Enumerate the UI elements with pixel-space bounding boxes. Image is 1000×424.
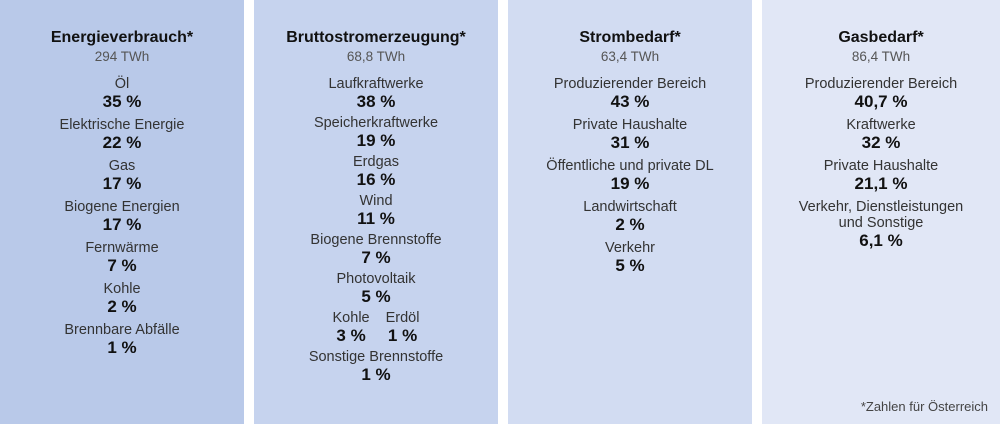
stat-item: Photovoltaik 5 % [254, 271, 498, 307]
stat-label: Biogene Brennstoffe [310, 232, 442, 248]
stat-value: 31 % [610, 133, 650, 152]
stat-item: Speicherkraftwerke 19 % [254, 115, 498, 151]
stat-item: Fernwärme 7 % [0, 240, 244, 276]
stat-item: Erdöl 1 % [386, 310, 420, 346]
stat-item: Wind 11 % [254, 193, 498, 229]
stat-list: Produzierender Bereich 40,7 % Kraftwerke… [762, 76, 1000, 251]
stat-label: Private Haushalte [572, 117, 688, 133]
stat-value: 6,1 % [859, 231, 903, 250]
stat-item: Landwirtschaft 2 % [508, 199, 752, 235]
stat-item: Gas 17 % [0, 158, 244, 194]
stat-value: 19 % [356, 131, 396, 150]
stat-label: Kraftwerke [846, 117, 916, 133]
stat-list: Produzierender Bereich 43 % Private Haus… [508, 76, 752, 276]
stat-pair: Kohle 3 % Erdöl 1 % [254, 310, 498, 346]
stat-item: Öl 35 % [0, 76, 244, 112]
stat-value: 1 % [361, 365, 391, 384]
stat-item: Öffentliche und private DL 19 % [508, 158, 752, 194]
stat-item: Sonstige Brennstoffe 1 % [254, 349, 498, 385]
stat-value: 21,1 % [854, 174, 908, 193]
stat-value: 11 % [357, 209, 395, 228]
stat-label: Kohle [103, 281, 141, 297]
card-title: Bruttostromerzeugung* [286, 29, 466, 46]
stat-item: Private Haushalte 21,1 % [762, 158, 1000, 194]
stat-label: Brennbare Abfälle [64, 322, 180, 338]
stat-label: Photovoltaik [336, 271, 416, 287]
stat-label: Speicherkraftwerke [313, 115, 439, 131]
stat-item: Kohle 2 % [0, 281, 244, 317]
card-total: 294 TWh [94, 49, 150, 64]
stat-item: Erdgas 16 % [254, 154, 498, 190]
card-energieverbrauch: Energieverbrauch* 294 TWh Öl 35 % Elektr… [0, 0, 244, 424]
stat-value: 2 % [107, 297, 137, 316]
card-strombedarf: Strombedarf* 63,4 TWh Produzierender Ber… [508, 0, 752, 424]
stat-label: Gas [108, 158, 136, 174]
stat-label: Elektrische Energie [59, 117, 185, 133]
stat-value: 3 % [336, 326, 366, 345]
stat-value: 43 % [610, 92, 650, 111]
stat-label: Öl [114, 76, 130, 92]
stat-label: Erdgas [353, 154, 399, 170]
stat-item: Verkehr 5 % [508, 240, 752, 276]
card-total: 63,4 TWh [600, 49, 660, 64]
stat-label: Kohle [332, 310, 370, 326]
stat-value: 7 % [361, 248, 391, 267]
stat-label: Produzierender Bereich [553, 76, 707, 92]
stat-label: Verkehr [605, 240, 655, 256]
stat-value: 17 % [102, 215, 142, 234]
card-gasbedarf: Gasbedarf* 86,4 TWh Produzierender Berei… [762, 0, 1000, 424]
card-title: Strombedarf* [579, 29, 681, 46]
stat-label: Wind [359, 193, 393, 209]
stat-label: Produzierender Bereich [804, 76, 958, 92]
stat-item: Verkehr, Dienstleistungen und Sonstige 6… [762, 199, 1000, 251]
stat-value: 35 % [102, 92, 142, 111]
stat-label: Öffentliche und private DL [546, 158, 714, 174]
stat-label: Laufkraftwerke [328, 76, 424, 92]
card-title: Energieverbrauch* [50, 29, 194, 46]
stat-item: Biogene Brennstoffe 7 % [254, 232, 498, 268]
card-title: Gasbedarf* [838, 29, 924, 46]
stat-list: Laufkraftwerke 38 % Speicherkraftwerke 1… [254, 76, 498, 385]
stat-value: 32 % [861, 133, 901, 152]
stat-label: Biogene Energien [64, 199, 180, 215]
stat-value: 17 % [102, 174, 142, 193]
footnote: *Zahlen für Österreich [860, 399, 988, 414]
stat-item: Private Haushalte 31 % [508, 117, 752, 153]
stat-value: 1 % [387, 326, 418, 345]
card-total: 86,4 TWh [851, 49, 911, 64]
stat-item: Kraftwerke 32 % [762, 117, 1000, 153]
stat-label: Sonstige Brennstoffe [308, 349, 444, 365]
stat-item: Brennbare Abfälle 1 % [0, 322, 244, 358]
stat-item: Kohle 3 % [333, 310, 370, 346]
stat-list: Öl 35 % Elektrische Energie 22 % Gas 17 … [0, 76, 244, 358]
stat-item: Produzierender Bereich 43 % [508, 76, 752, 112]
stat-item: Laufkraftwerke 38 % [254, 76, 498, 112]
stat-item: Produzierender Bereich 40,7 % [762, 76, 1000, 112]
stat-value: 5 % [615, 256, 645, 275]
stat-label: Fernwärme [85, 240, 159, 256]
stat-value: 16 % [356, 170, 396, 189]
stat-item: Elektrische Energie 22 % [0, 117, 244, 153]
stat-value: 7 % [107, 256, 137, 275]
stat-label: Verkehr, Dienstleistungen und Sonstige [798, 199, 964, 231]
stat-value: 1 % [107, 338, 137, 357]
stat-value: 19 % [610, 174, 650, 193]
stat-label: Erdöl [385, 310, 420, 326]
card-bruttostromerzeugung: Bruttostromerzeugung* 68,8 TWh Laufkraft… [254, 0, 498, 424]
stat-value: 38 % [356, 92, 396, 111]
stat-label: Landwirtschaft [583, 199, 677, 215]
stat-value: 5 % [361, 287, 391, 306]
stat-label: Private Haushalte [823, 158, 939, 174]
card-total: 68,8 TWh [346, 49, 406, 64]
stat-value: 22 % [102, 133, 142, 152]
stat-value: 40,7 % [854, 92, 908, 111]
stat-item: Biogene Energien 17 % [0, 199, 244, 235]
stat-value: 2 % [615, 215, 645, 234]
